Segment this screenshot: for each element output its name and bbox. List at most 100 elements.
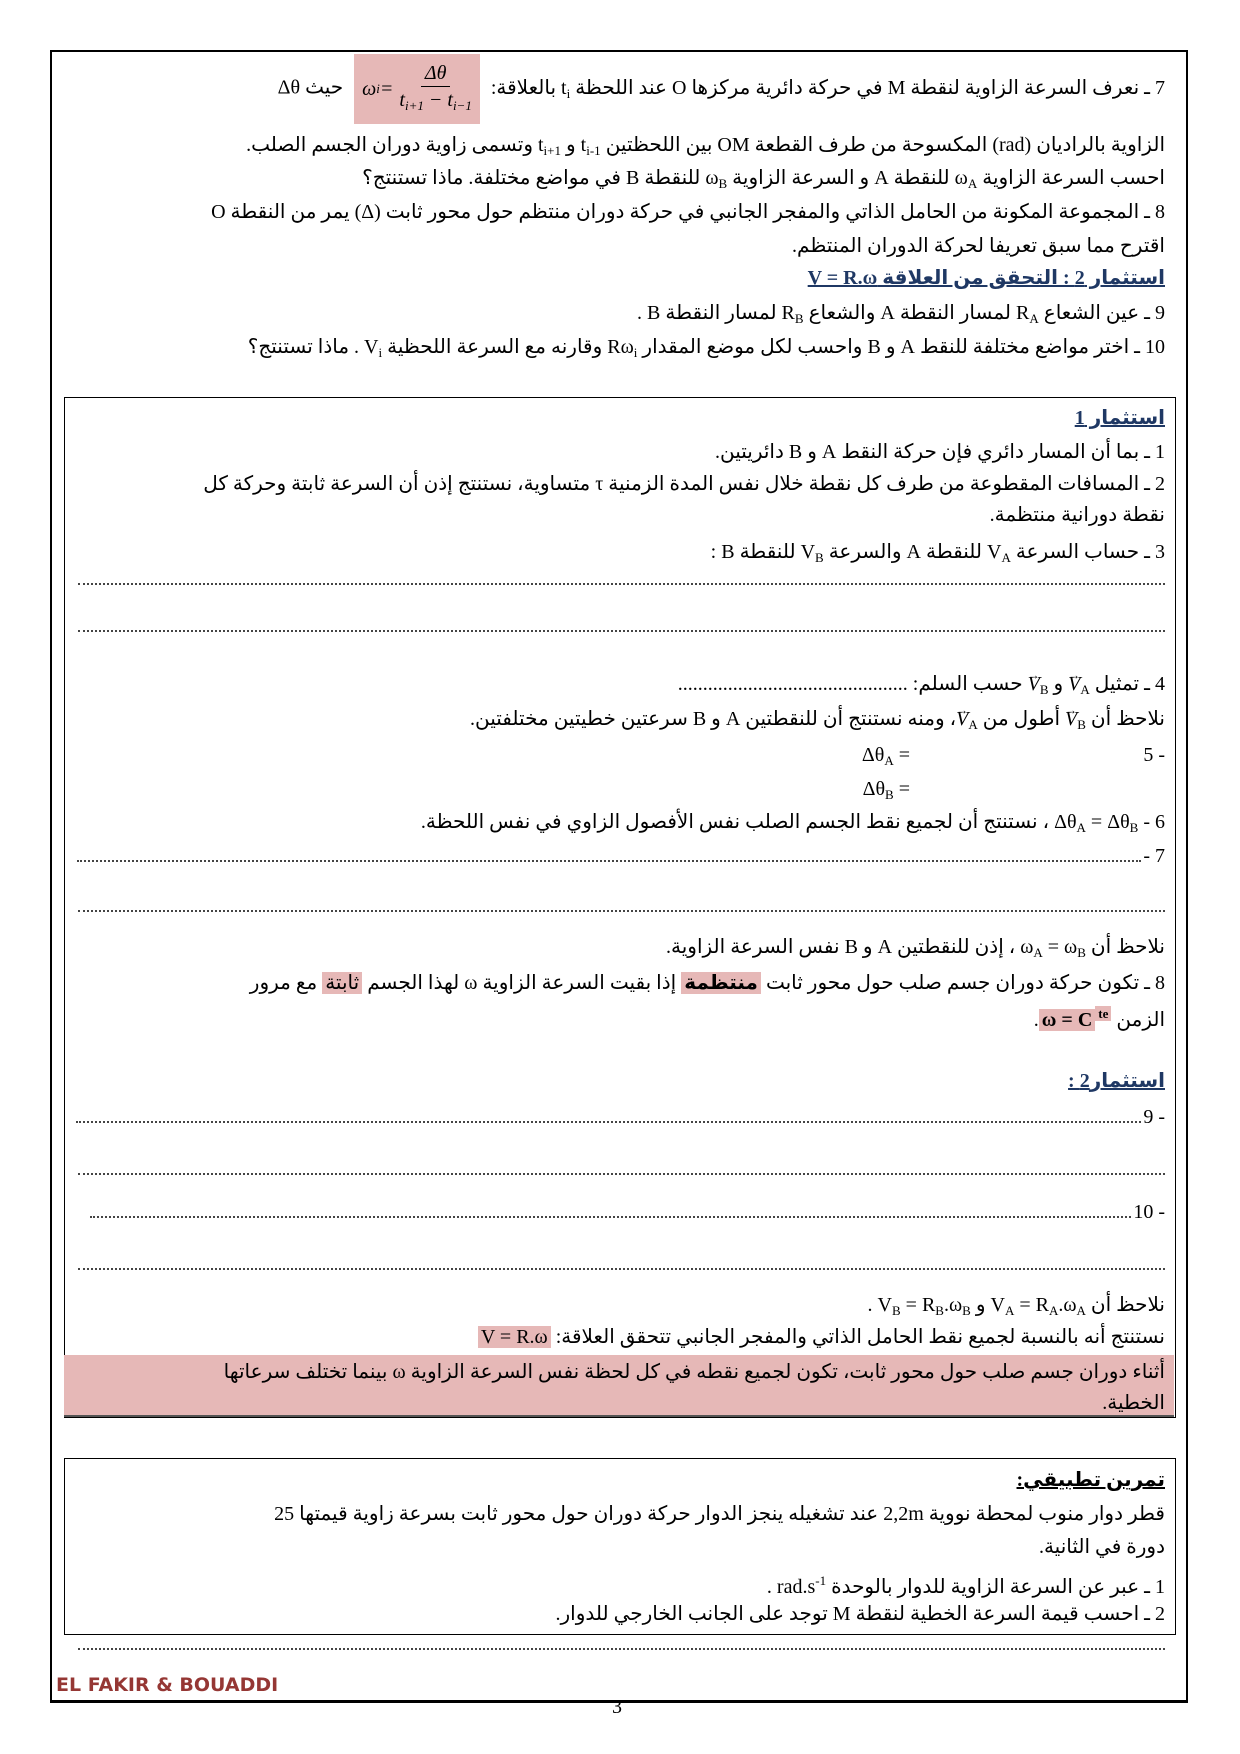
text-run: 4 ـ تمثيل	[1089, 673, 1165, 695]
text-run: i+1	[543, 143, 561, 158]
text-run: i	[378, 345, 383, 360]
text-run: .	[1033, 1009, 1039, 1031]
answer-blank-line[interactable]	[78, 583, 1165, 585]
text-run: مع مرور	[249, 972, 323, 994]
text-run: Δθ	[861, 744, 885, 766]
exercise-question-1: 1 ـ عبر عن السرعة الزاوية للدوار بالوحدة…	[767, 1565, 1165, 1598]
text-run: أطول من	[977, 708, 1066, 730]
text-run: ω = C	[1038, 1009, 1096, 1031]
text-run: 2 ـ احسب قيمة السرعة الخطية لنقطة M توجد…	[555, 1603, 1165, 1625]
conclusion-summary: أثناء دوران جسم صلب حول محور ثابت، تكون …	[224, 1356, 1165, 1388]
text-run: B	[1077, 717, 1086, 732]
answer-1: 1 ـ بما أن المسار دائري فإن حركة النقط A…	[715, 436, 1165, 468]
text-run: B	[794, 311, 804, 326]
text-run: 8 ـ المجموعة المكونة من الحامل الذاتي وا…	[211, 201, 1165, 223]
text-run: نلاحظ أن ω	[1020, 936, 1165, 958]
conclusion-summary-line-2: الخطية.	[1102, 1387, 1165, 1419]
answer-8: 8 ـ تكون حركة دوران جسم صلب حول محور ثاب…	[250, 967, 1165, 999]
page-number: 3	[612, 1696, 622, 1718]
answer-10[interactable]: - 10	[88, 1196, 1165, 1228]
answer-5-label: - 5	[1143, 744, 1165, 766]
text-run: إذا بقيت السرعة الزاوية ω لهذا الجسم	[362, 972, 682, 994]
answers-heading-2: استثمار2 :	[1068, 1070, 1165, 1092]
text-run: A	[1001, 550, 1011, 565]
text-run: ، ومنه نستنتج أن للنقطتين A و B سرعتين خ…	[470, 708, 957, 730]
text-run: A	[1004, 1303, 1015, 1318]
text-run: .ω	[943, 1294, 963, 1316]
text-run: .ω	[1058, 1294, 1077, 1316]
delta-theta-b: ΔθB =	[863, 773, 910, 805]
answer-blank-line[interactable]	[78, 910, 1165, 912]
answer-blank-line[interactable]	[78, 1648, 1165, 1650]
text-run: =	[893, 744, 910, 766]
answer-blank-line[interactable]	[78, 1268, 1165, 1270]
text-run: V	[956, 708, 968, 730]
text-run: و	[1048, 673, 1069, 695]
answer-6: 6 - ΔθA = ΔθB ، نستنتج أن لجميع نقط الجس…	[421, 806, 1165, 838]
text-run: te	[1095, 1006, 1112, 1021]
text-run: 2 ـ المسافات المقطوعة من طرف كل نقطة خلا…	[203, 473, 1165, 495]
text-run: A	[967, 176, 978, 191]
text-run: ........................................…	[677, 673, 908, 695]
answer-blank-line[interactable]	[90, 1196, 1132, 1218]
text-run: .	[867, 1294, 878, 1316]
answer-blank-line[interactable]	[76, 1101, 1142, 1123]
page-frame	[50, 50, 1188, 1703]
answer-7[interactable]: 7 -	[75, 840, 1165, 872]
text-run: 1 ـ بما أن المسار دائري فإن حركة النقط A…	[714, 441, 1165, 463]
answer-10-label: - 10	[1133, 1201, 1165, 1223]
text-run: للنقطة B :	[710, 541, 801, 563]
text-run: Δθ	[862, 778, 886, 800]
text-run: بالعلاقة:	[490, 76, 562, 99]
text-run: 3 ـ حساب السرعة V	[986, 541, 1165, 563]
conclusion-highlight-band	[64, 1355, 1174, 1417]
answer-blank-line[interactable]	[77, 840, 1142, 862]
text-run: B	[1129, 820, 1139, 835]
conclusion-relation: نستنتج أنه بالنسبة لجميع نقط الحامل الذا…	[477, 1321, 1165, 1353]
text-run: 1 ـ عبر عن السرعة الزاوية للدوار بالوحدة…	[776, 1576, 1165, 1598]
exercise-heading: تمرين تطبيقي:	[1016, 1469, 1165, 1491]
text-run: وقارنه مع السرعة اللحظية V	[364, 336, 608, 358]
text-run: 10 ـ اختر مواضع مختلفة للنقط A و B واحسب…	[607, 336, 1165, 358]
text-run: B	[892, 1303, 901, 1318]
answer-blank-line[interactable]	[78, 630, 1165, 632]
text-run: لمسار النقطة A والشعاع R	[781, 302, 1017, 324]
text-run: ، إذن للنقطتين A و B نفس السرعة الزاوية.	[666, 936, 1021, 958]
answer-9[interactable]: - 9	[74, 1101, 1165, 1133]
text-run: V	[1065, 708, 1077, 730]
text-run: A	[1048, 1303, 1059, 1318]
text-run: دورة في الثانية.	[1038, 1536, 1165, 1558]
text-run: = R	[1014, 1294, 1049, 1316]
text-run: اقترح مما سبق تعريفا لحركة الدوران المنت…	[792, 235, 1165, 257]
text-run: i	[633, 345, 638, 360]
answer-4-observation: نلاحظ أن VB أطول من VA، ومنه نستنتج أن ل…	[470, 703, 1165, 735]
text-run: و t	[537, 134, 581, 156]
text-run: A	[1080, 682, 1090, 697]
answer-blank-line[interactable]	[78, 1173, 1165, 1175]
answer-9-label: - 9	[1143, 1106, 1165, 1128]
text-run: -1	[815, 1573, 827, 1588]
text-run: = Δθ	[1085, 811, 1130, 833]
text-run: B	[1039, 682, 1049, 697]
text-run: الخطية.	[1102, 1392, 1165, 1414]
text-run: و V	[877, 1294, 991, 1316]
text-run: B	[815, 550, 824, 565]
text-run: 8 ـ تكون حركة دوران جسم صلب حول محور ثاب…	[760, 972, 1165, 994]
text-run: ثابتة	[322, 972, 363, 994]
text-run: 9 ـ عين الشعاع R	[1016, 302, 1165, 324]
text-run: = ω	[1042, 936, 1078, 958]
answer-4: 4 ـ تمثيل VA و VB حسب السلم: ...........…	[678, 668, 1165, 700]
text-run: B	[718, 176, 728, 191]
exercise-box	[64, 1458, 1176, 1635]
answer-7-observation: نلاحظ أن ωA = ωB ، إذن للنقطتين A و B نف…	[666, 931, 1165, 963]
section-heading-exploitation-2: استثمار 2 : التحقق من العلاقة V = R.ω	[807, 267, 1165, 289]
text-run: نستنتج أنه بالنسبة لجميع نقط الحامل الذا…	[550, 1326, 1165, 1348]
text-run: الزاوية بالراديان (rad) المكسوحة من طرف …	[580, 134, 1165, 156]
text-run: 6 - Δθ	[1054, 811, 1165, 833]
text-run: =	[893, 778, 910, 800]
text-run: B	[962, 1303, 971, 1318]
text-run: نقطة دورانية منتظمة.	[989, 504, 1165, 526]
answers-box	[64, 397, 1176, 1418]
text-run: . ماذا تستنتج؟	[247, 336, 365, 358]
